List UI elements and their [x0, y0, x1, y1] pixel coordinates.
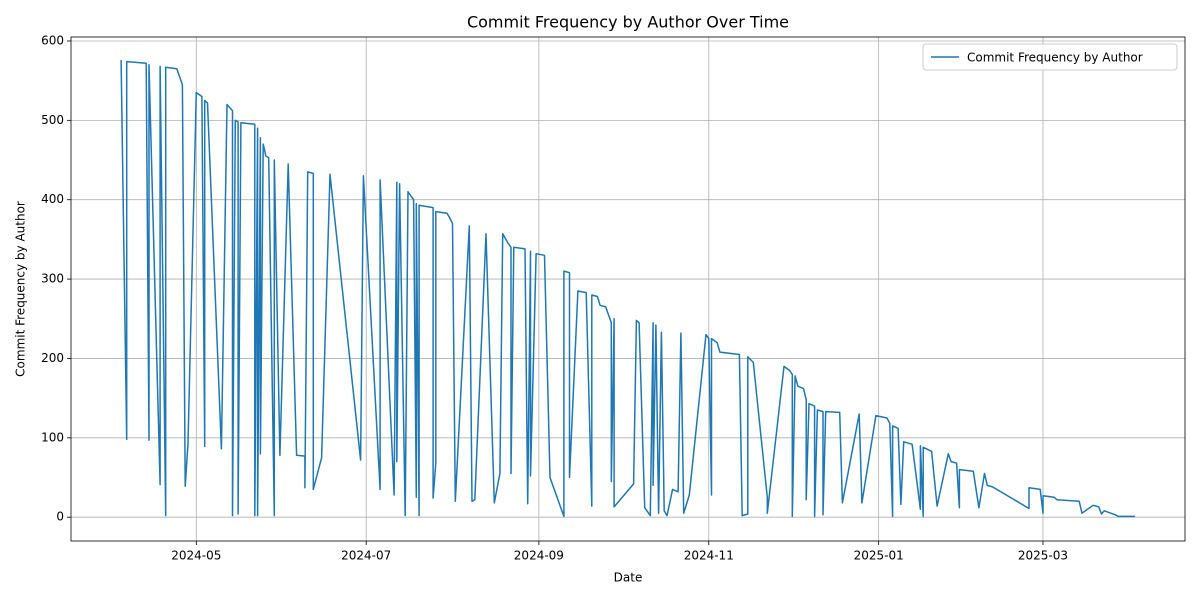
y-tick-label: 400: [41, 192, 64, 206]
y-tick-label: 100: [41, 430, 64, 444]
y-axis-label: Commit Frequency by Author: [14, 201, 28, 377]
x-tick-label: 2025-03: [1018, 549, 1068, 563]
y-tick-label: 600: [41, 33, 64, 47]
x-tick-label: 2024-11: [684, 549, 734, 563]
legend-box: [922, 43, 1178, 71]
y-tick-label: 300: [41, 272, 64, 286]
x-tick-label: 2024-09: [514, 549, 564, 563]
x-axis-label: Date: [614, 571, 643, 585]
x-tick-label: 2024-05: [171, 549, 221, 563]
x-tick-label: 2024-07: [341, 549, 391, 563]
data-line: [120, 59, 1135, 518]
plot-frame: [70, 36, 1186, 542]
y-tick-label: 500: [41, 113, 64, 127]
chart-title: Commit Frequency by Author Over Time: [467, 13, 789, 32]
y-tick-label: 0: [56, 510, 64, 524]
legend-label: Commit Frequency by Author: [967, 51, 1143, 65]
y-tick-label: 200: [41, 351, 64, 365]
x-tick-label: 2025-01: [854, 549, 904, 563]
